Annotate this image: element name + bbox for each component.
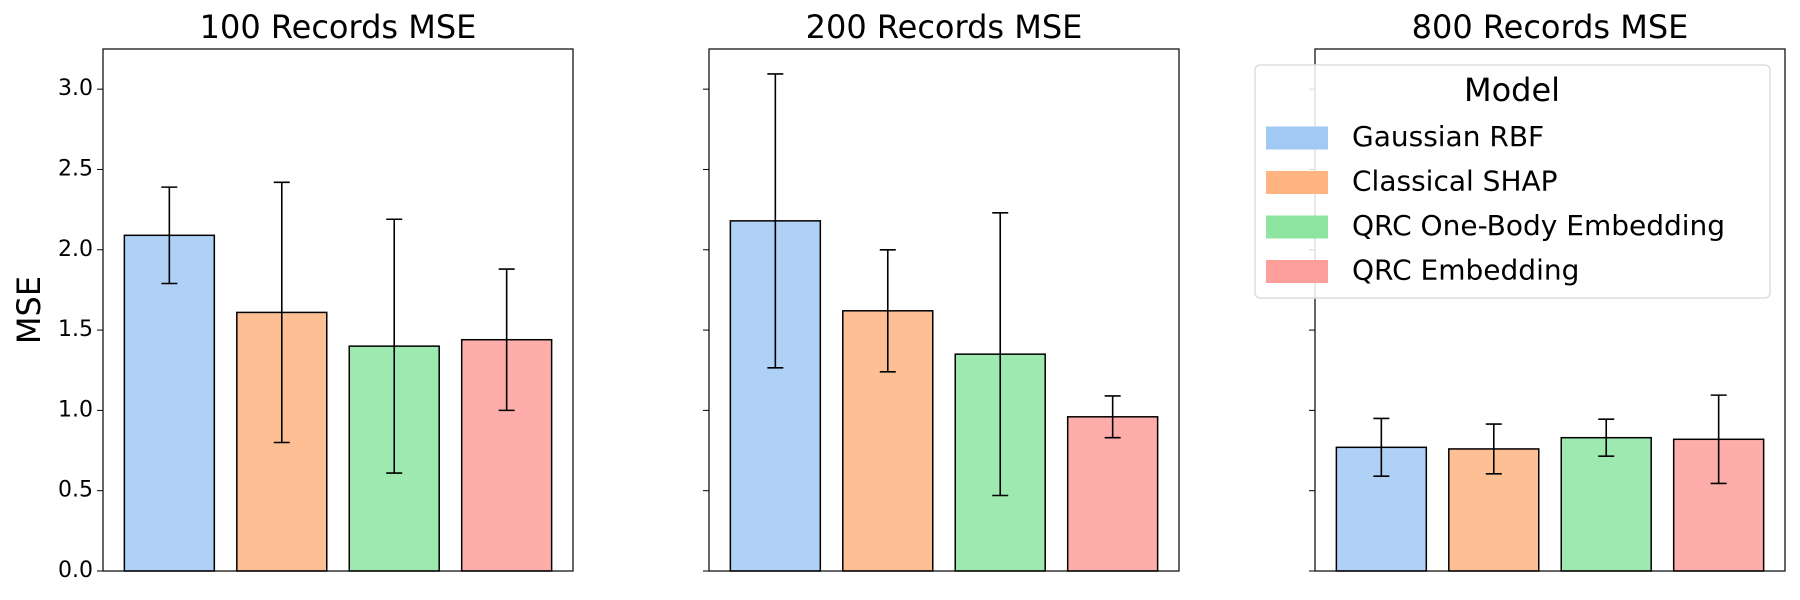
y-tick-label: 0.0 [58,558,93,583]
legend-swatch [1266,215,1328,239]
y-tick-label: 2.5 [58,156,93,181]
legend-label: Gaussian RBF [1352,120,1544,153]
legend-label: QRC Embedding [1352,254,1579,287]
bar [123,234,216,572]
bar [1672,438,1765,572]
plot-frame [102,48,574,572]
legend-swatch [1266,171,1328,194]
chart-title: 200 Records MSE [806,8,1083,46]
legend-swatch [1266,260,1328,283]
y-tick-label: 2.0 [58,237,93,262]
y-axis-label: MSE [10,276,48,344]
chart-title: 100 Records MSE [200,8,477,46]
y-tick-label: 1.0 [58,397,93,422]
legend-label: Classical SHAP [1352,165,1558,198]
plot-frame [1314,48,1786,572]
bar [1066,416,1159,572]
plot-frame [708,48,1180,572]
legend-swatch [1266,126,1328,150]
y-tick-label: 0.5 [58,478,93,503]
y-tick-label: 3.0 [58,76,93,101]
chart-title: 800 Records MSE [1412,8,1689,46]
bar [1560,436,1652,572]
legend-title: Model [1464,71,1560,109]
y-tick-label: 1.5 [58,317,93,342]
legend-box [1254,64,1771,299]
legend-label: QRC One-Body Embedding [1352,209,1725,242]
